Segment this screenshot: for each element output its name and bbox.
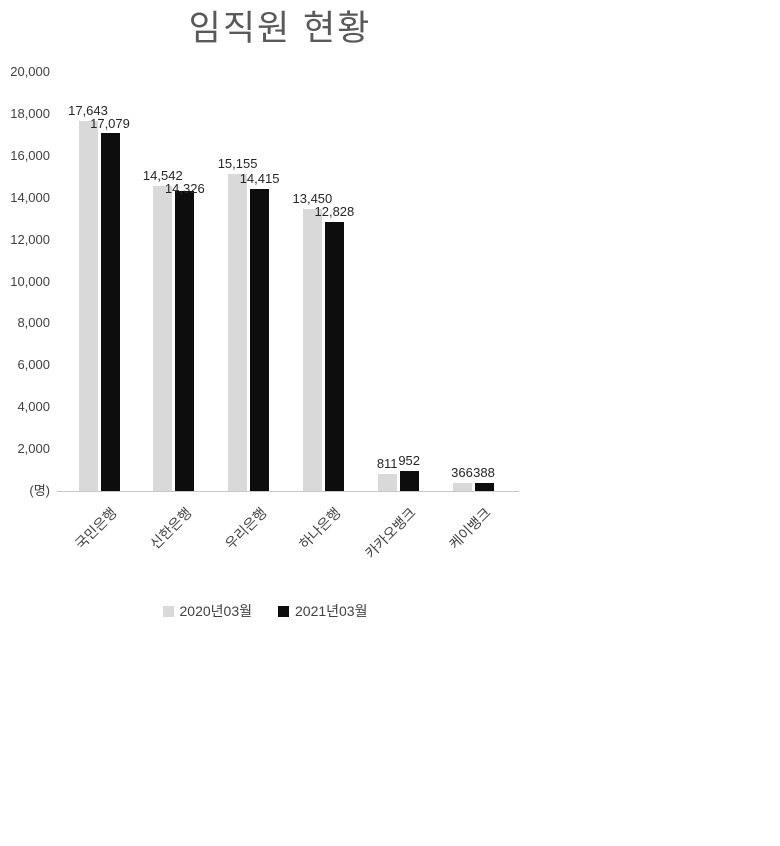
bar-series-2 bbox=[474, 482, 494, 491]
y-axis-tick-label: 20,000 bbox=[10, 64, 50, 79]
bar-value-label: 14,415 bbox=[239, 171, 280, 186]
bar-series-1 bbox=[78, 121, 98, 491]
bar-value-label: 17,643 bbox=[68, 103, 108, 119]
y-axis-tick-label: 16,000 bbox=[10, 147, 50, 163]
y-axis-tick-label: 12,000 bbox=[10, 231, 50, 247]
y-axis-tick-label: 2,000 bbox=[17, 441, 50, 457]
bar-value-label: 13,450 bbox=[292, 191, 333, 207]
bar-series-2 bbox=[250, 189, 270, 491]
bar-value-label: 366 bbox=[451, 465, 473, 481]
bar-value-label: 388 bbox=[473, 464, 495, 480]
bar-value-label: 15,155 bbox=[217, 155, 258, 171]
bar-value-label: 14,326 bbox=[164, 181, 205, 197]
y-axis-tick-label: 14,000 bbox=[10, 189, 50, 205]
y-axis-tick-label: 6,000 bbox=[17, 357, 50, 373]
legend-label: 2020년03월 bbox=[179, 603, 252, 619]
bar-series-1 bbox=[228, 173, 248, 491]
bar-value-label: 14,542 bbox=[142, 168, 183, 184]
legend-item: 2020년03월 bbox=[162, 601, 252, 621]
legend-swatch-series-2 bbox=[278, 605, 289, 617]
y-axis-unit-label: (명) bbox=[29, 483, 50, 498]
y-axis-tick-label: 8,000 bbox=[17, 315, 50, 331]
chart-title: 임직원 현황 bbox=[188, 9, 372, 48]
bar-series-1 bbox=[377, 474, 397, 491]
x-axis-line bbox=[57, 491, 519, 492]
bar-value-label: 811 bbox=[376, 456, 398, 471]
bar-value-label: 12,828 bbox=[314, 204, 355, 220]
legend-swatch-series-1 bbox=[162, 605, 174, 617]
y-axis-tick-label: 10,000 bbox=[10, 273, 50, 289]
bar-value-label: 17,079 bbox=[90, 116, 130, 132]
bar-series-1 bbox=[302, 209, 322, 491]
y-axis-tick-label: 18,000 bbox=[10, 105, 50, 121]
bar-series-2 bbox=[324, 222, 344, 491]
bar-series-1 bbox=[452, 483, 472, 491]
bar-series-2 bbox=[175, 190, 195, 491]
legend-label: 2021년03월 bbox=[295, 603, 368, 619]
bar-series-2 bbox=[399, 471, 419, 491]
legend-item: 2021년03월 bbox=[278, 601, 367, 621]
bar-series-2 bbox=[100, 133, 120, 491]
y-axis-tick-label: 4,000 bbox=[17, 399, 50, 415]
bar-value-label: 952 bbox=[398, 453, 421, 469]
bar-series-1 bbox=[153, 186, 173, 491]
chart-legend: 2020년03월 2021년03월 bbox=[0, 601, 530, 621]
